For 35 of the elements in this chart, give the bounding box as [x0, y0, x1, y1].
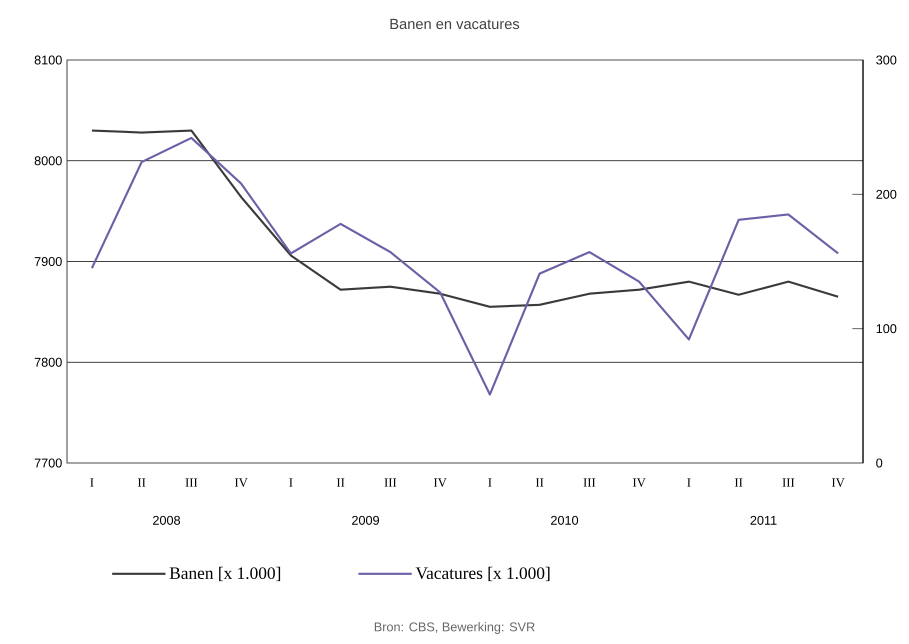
y2-tick-label: 300 [876, 56, 896, 64]
y2-tick-label: 0 [876, 458, 882, 468]
y-tick-label: 7700 [34, 458, 62, 468]
x-tick-label: II [536, 478, 544, 487]
line-series [90, 129, 840, 308]
x-tick-label: I [90, 478, 94, 487]
x-tick-label: I [289, 478, 293, 487]
y2-tick-label: 100 [876, 324, 896, 334]
x-tick-label: III [384, 478, 396, 487]
text: 2010 [551, 516, 578, 525]
x-tick-label: III [186, 478, 198, 487]
x-tick-label: I [488, 478, 492, 487]
text: 2009 [352, 516, 379, 525]
legend-label: Banen [x 1.000] [170, 566, 280, 582]
text: 2011 [750, 516, 776, 525]
text: 2008 [153, 516, 180, 525]
text: Bron: CBS, Bewerking: SVR [374, 622, 535, 634]
x-tick-label: IV [234, 478, 248, 487]
y-tick-label: 8000 [34, 156, 62, 166]
chart-title: Banen en vacatures [390, 18, 520, 30]
x-tick-label: IV [434, 478, 447, 487]
y2-tick-label: 200 [876, 190, 896, 199]
x-tick-label: III [584, 478, 596, 487]
x-tick-label: III [782, 478, 794, 487]
x-tick-label: I [687, 478, 691, 487]
x-tick-label: II [138, 478, 146, 487]
y-tick-label: 8100 [34, 56, 62, 64]
y-tick-label: 7800 [34, 358, 62, 367]
line-series [90, 136, 840, 396]
x-tick-label: IV [632, 478, 646, 487]
x-tick-label: II [734, 478, 742, 487]
x-tick-label: II [336, 478, 344, 487]
y-tick-label: 7900 [34, 257, 62, 266]
x-tick-label: IV [832, 478, 845, 487]
legend-label: Vacatures [x 1.000] [416, 566, 550, 582]
